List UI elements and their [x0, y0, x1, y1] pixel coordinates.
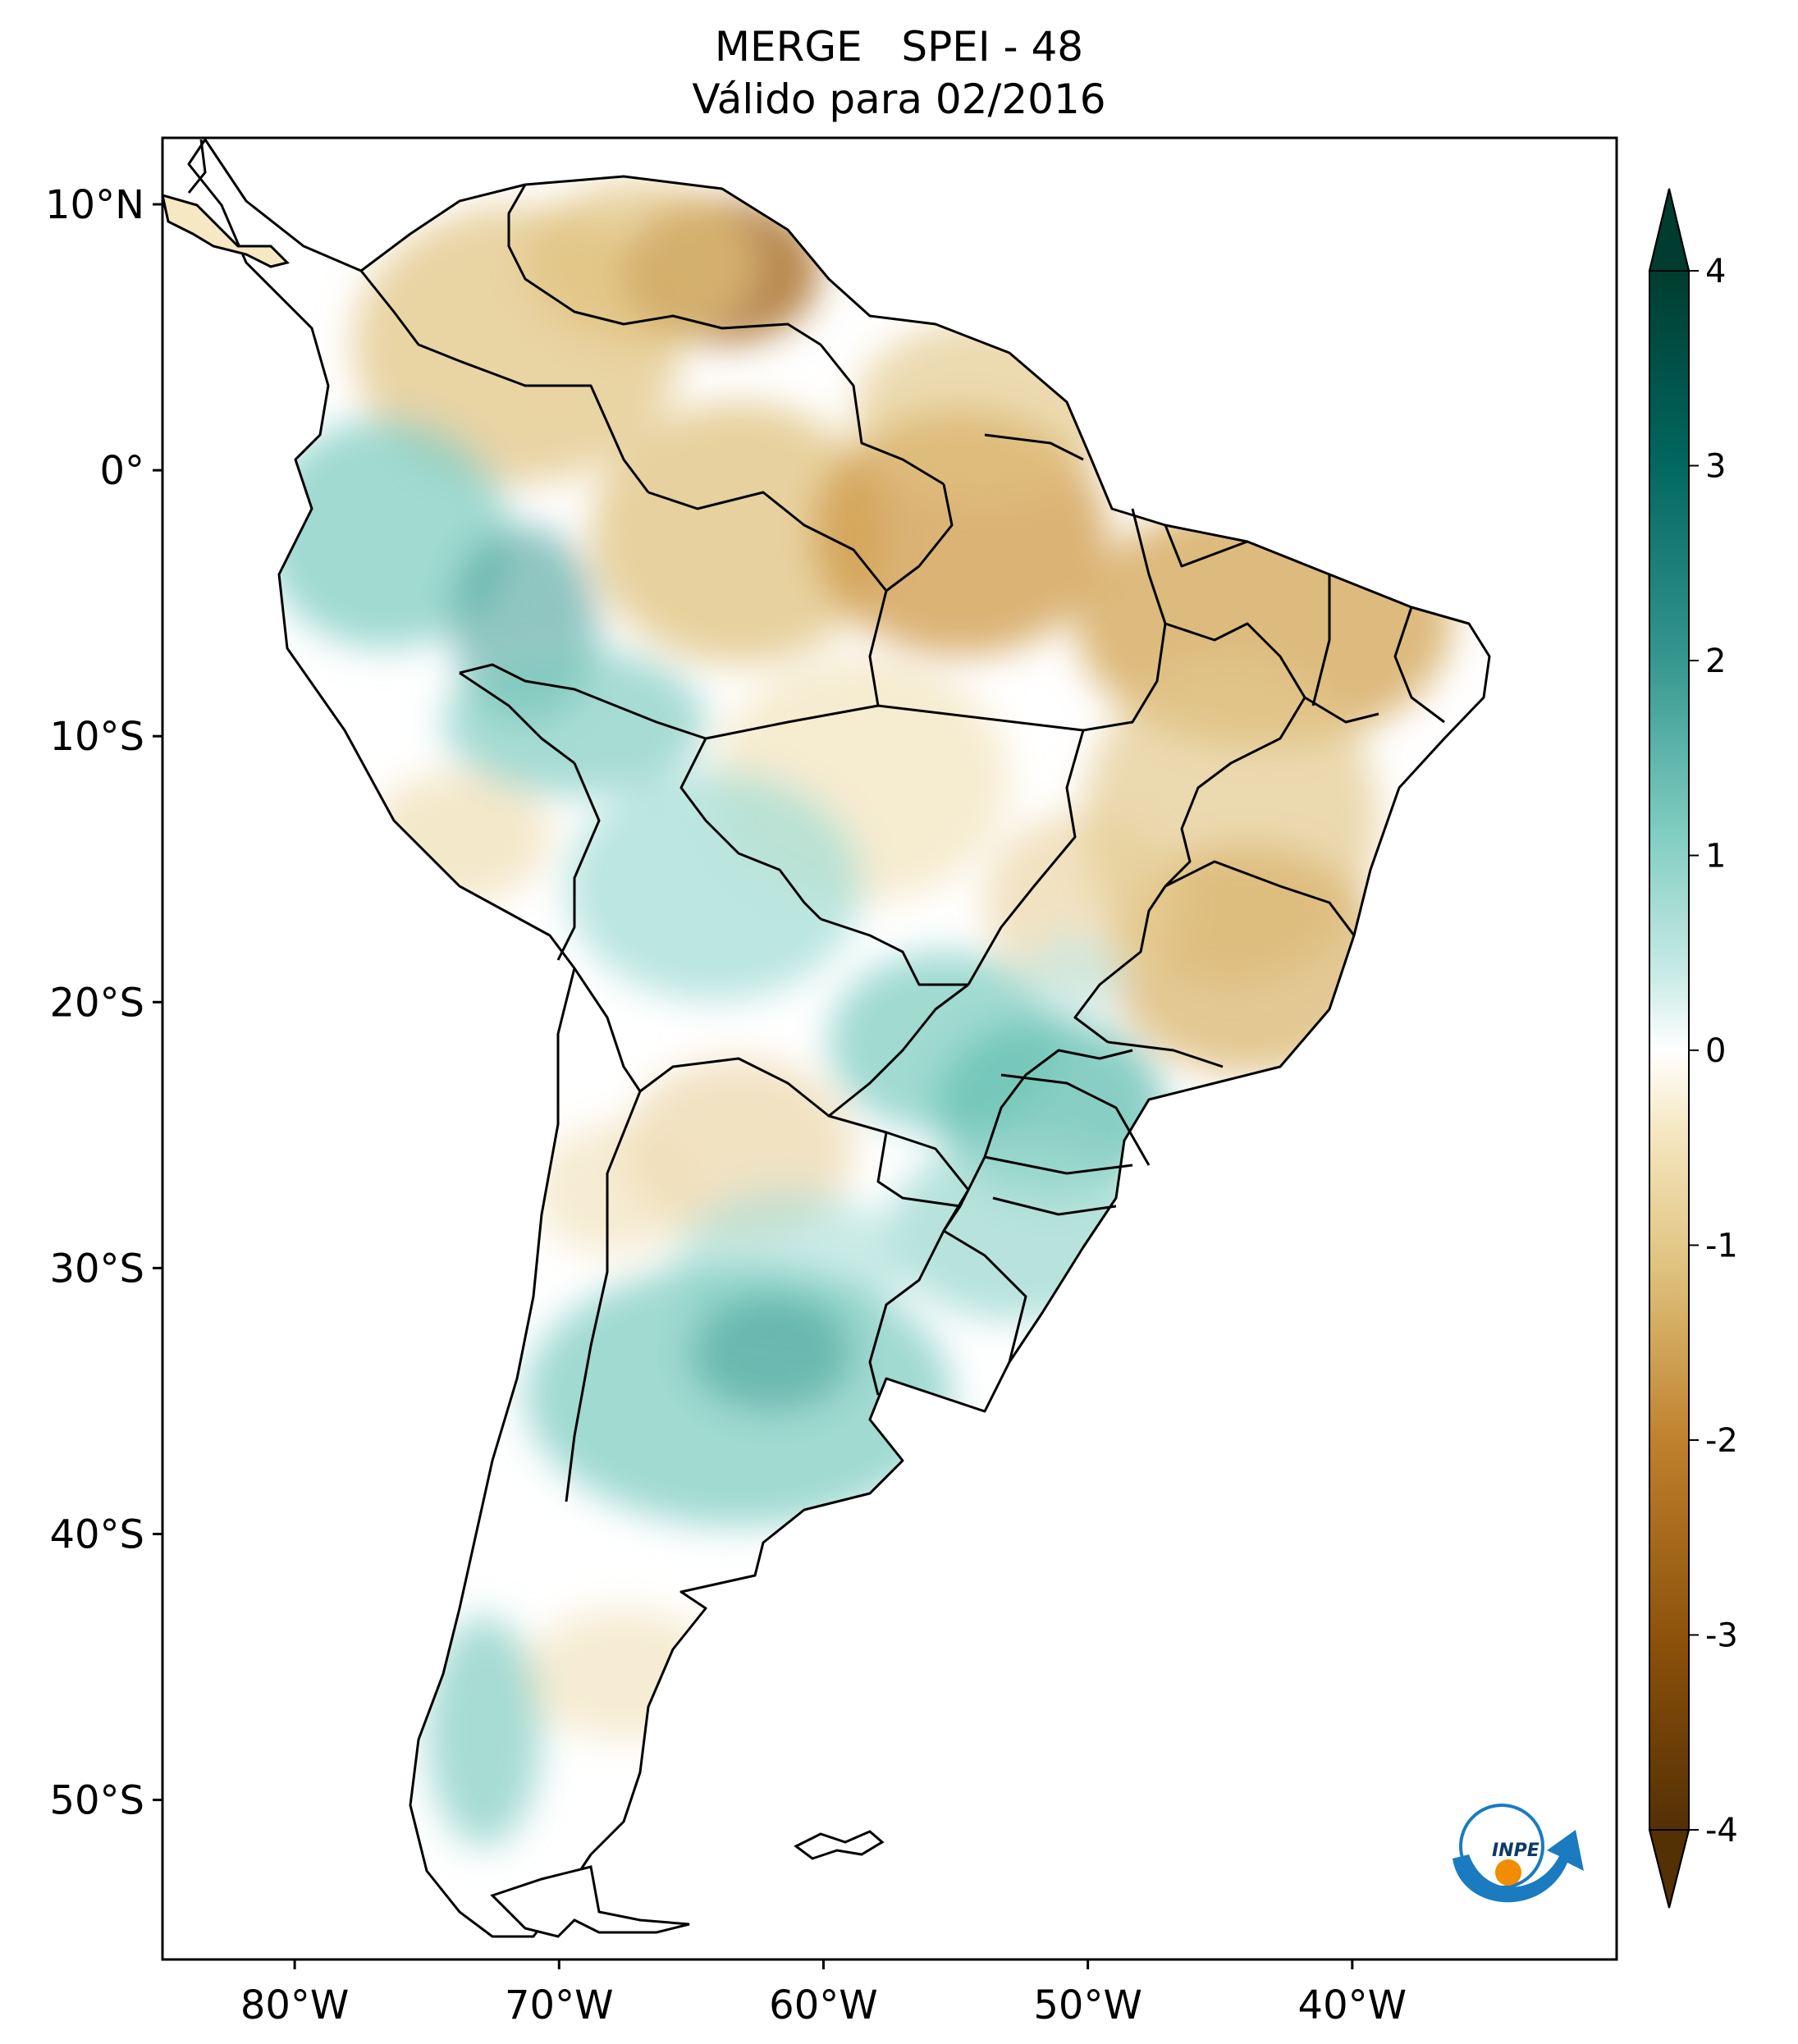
colorbar-ticks: 4 3 2 1 0 -1 -2 -3 -4: [1689, 253, 1738, 1850]
lat-tick-label: 50°S: [49, 1778, 144, 1824]
lon-tick-label: 70°W: [505, 1982, 614, 2028]
lat-tick-label: 40°S: [49, 1511, 144, 1557]
latitude-ticks: 10°N 0° 10°S 20°S 30°S 40°S 50°S: [45, 182, 162, 1824]
lat-tick-label: 10°N: [45, 182, 144, 228]
inpe-logo-text: INPE: [1492, 1841, 1540, 1861]
colorbar-gradient: [1649, 271, 1689, 1830]
colorbar-tick-label: 1: [1705, 838, 1726, 876]
colorbar-tick-label: -1: [1705, 1228, 1738, 1265]
colorbar-min-extend: [1648, 1829, 1690, 1909]
colorbar-tick-label: 0: [1705, 1032, 1726, 1070]
lat-tick-label: 20°S: [49, 980, 144, 1026]
inpe-logo: INPE: [1453, 1804, 1584, 1903]
lon-tick-label: 60°W: [769, 1982, 878, 2028]
colorbar-tick-label: 4: [1705, 253, 1726, 290]
map-subtitle: Válido para 02/2016: [692, 75, 1106, 123]
longitude-ticks: 80°W 70°W 60°W 50°W 40°W: [240, 1959, 1407, 2028]
central-america-coast: [187, 139, 207, 194]
lon-tick-label: 80°W: [240, 1982, 350, 2028]
colorbar-max-extend: [1648, 188, 1690, 272]
lat-tick-label: 30°S: [49, 1246, 144, 1292]
colorbar-tick-label: -4: [1705, 1812, 1738, 1850]
map-title: MERGE SPEI - 48: [714, 23, 1084, 71]
lat-tick-label: 0°: [99, 448, 144, 494]
map-frame: [161, 136, 1618, 1961]
lon-tick-label: 40°W: [1298, 1982, 1407, 2028]
colorbar-tick-label: -3: [1705, 1617, 1738, 1655]
colorbar-tick-label: 3: [1705, 448, 1726, 486]
tierra-del-fuego: [490, 1865, 690, 1938]
colorbar-tick-label: 2: [1705, 642, 1726, 680]
political-borders: [359, 184, 1445, 1502]
colorbar: 4 3 2 1 0 -1 -2 -3 -4: [1648, 188, 1738, 1909]
map-area: [162, 138, 1617, 1959]
lat-tick-label: 10°S: [49, 714, 144, 760]
central-america: [162, 194, 290, 268]
falkland-islands: [794, 1830, 885, 1860]
lon-tick-label: 50°W: [1033, 1982, 1142, 2028]
colorbar-tick-label: -2: [1705, 1422, 1738, 1460]
